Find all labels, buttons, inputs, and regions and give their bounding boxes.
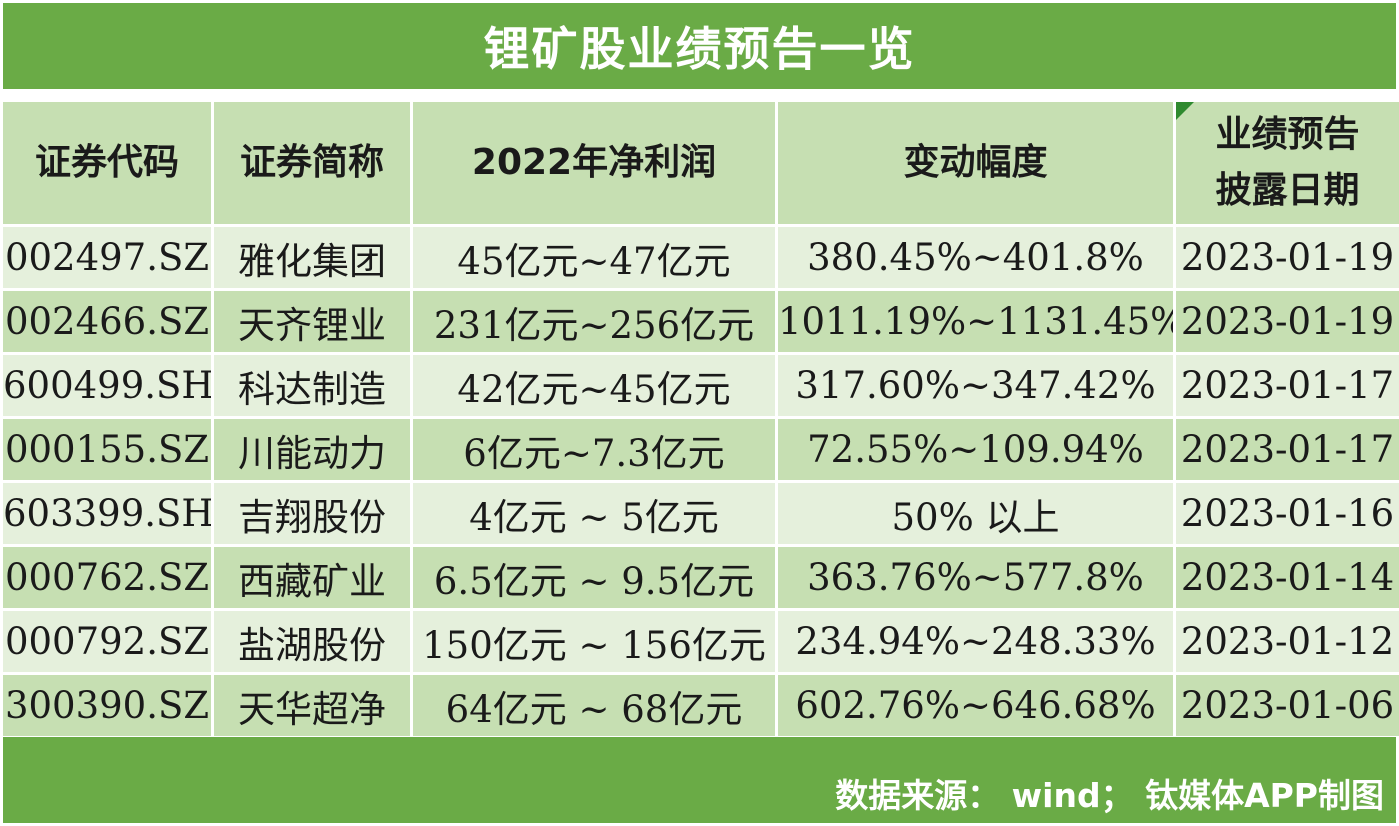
cell-profit: 150亿元 ~ 156亿元 [413, 611, 775, 672]
cell-date: 2023-01-19 [1176, 291, 1399, 352]
table-row: 600499.SH 科达制造 42亿元~45亿元 317.60%~347.42%… [3, 355, 1399, 416]
cell-code: 000762.SZ [3, 547, 211, 608]
cell-profit: 42亿元~45亿元 [413, 355, 775, 416]
cell-name: 川能动力 [214, 419, 410, 480]
header-profit: 2022年净利润 [413, 102, 775, 224]
cell-date: 2023-01-17 [1176, 419, 1399, 480]
cell-date: 2023-01-17 [1176, 355, 1399, 416]
cell-change: 50% 以上 [778, 483, 1173, 544]
cell-change: 380.45%~401.8% [778, 227, 1173, 288]
table-row: 000155.SZ 川能动力 6亿元~7.3亿元 72.55%~109.94% … [3, 419, 1399, 480]
cell-name: 雅化集团 [214, 227, 410, 288]
cell-name: 天齐锂业 [214, 291, 410, 352]
cell-profit: 64亿元 ~ 68亿元 [413, 675, 775, 736]
cell-profit: 6.5亿元 ~ 9.5亿元 [413, 547, 775, 608]
header-date: 业绩预告 披露日期 [1176, 102, 1399, 224]
table-row: 603399.SH 吉翔股份 4亿元 ~ 5亿元 50% 以上 2023-01-… [3, 483, 1399, 544]
cell-date: 2023-01-14 [1176, 547, 1399, 608]
cell-change: 72.55%~109.94% [778, 419, 1173, 480]
cell-name: 天华超净 [214, 675, 410, 736]
header-row: 证券代码 证券简称 2022年净利润 变动幅度 业绩预告 披露日期 [3, 102, 1399, 224]
cell-date: 2023-01-06 [1176, 675, 1399, 736]
corner-marker [1176, 102, 1194, 120]
cell-name: 吉翔股份 [214, 483, 410, 544]
cell-code: 600499.SH [3, 355, 211, 416]
cell-profit: 6亿元~7.3亿元 [413, 419, 775, 480]
page-title: 锂矿股业绩预告一览 [3, 3, 1396, 89]
cell-code: 603399.SH [3, 483, 211, 544]
cell-date: 2023-01-16 [1176, 483, 1399, 544]
cell-name: 西藏矿业 [214, 547, 410, 608]
table-row: 000762.SZ 西藏矿业 6.5亿元 ~ 9.5亿元 363.76%~577… [3, 547, 1399, 608]
table-row: 002466.SZ 天齐锂业 231亿元~256亿元 1011.19%~1131… [3, 291, 1399, 352]
header-date-line1: 业绩预告 [1215, 114, 1360, 155]
cell-code: 000155.SZ [3, 419, 211, 480]
table-row: 300390.SZ 天华超净 64亿元 ~ 68亿元 602.76%~646.6… [3, 675, 1399, 736]
cell-date: 2023-01-12 [1176, 611, 1399, 672]
cell-code: 000792.SZ [3, 611, 211, 672]
cell-profit: 231亿元~256亿元 [413, 291, 775, 352]
cell-change: 234.94%~248.33% [778, 611, 1173, 672]
table-row: 000792.SZ 盐湖股份 150亿元 ~ 156亿元 234.94%~248… [3, 611, 1399, 672]
cell-change: 363.76%~577.8% [778, 547, 1173, 608]
cell-profit: 45亿元~47亿元 [413, 227, 775, 288]
cell-code: 002497.SZ [3, 227, 211, 288]
forecast-table: 证券代码 证券简称 2022年净利润 变动幅度 业绩预告 披露日期 002497… [0, 99, 1399, 739]
header-date-line2: 披露日期 [1215, 170, 1360, 211]
header-change: 变动幅度 [778, 102, 1173, 224]
source-note: 数据来源： wind； 钛媒体APP制图 [835, 776, 1384, 815]
cell-change: 317.60%~347.42% [778, 355, 1173, 416]
cell-profit: 4亿元 ~ 5亿元 [413, 483, 775, 544]
cell-name: 盐湖股份 [214, 611, 410, 672]
cell-name: 科达制造 [214, 355, 410, 416]
table-row: 002497.SZ 雅化集团 45亿元~47亿元 380.45%~401.8% … [3, 227, 1399, 288]
cell-date: 2023-01-19 [1176, 227, 1399, 288]
cell-code: 002466.SZ [3, 291, 211, 352]
header-code: 证券代码 [3, 102, 211, 224]
cell-change: 602.76%~646.68% [778, 675, 1173, 736]
cell-change: 1011.19%~1131.45% [778, 291, 1173, 352]
footer-bar: 数据来源： wind； 钛媒体APP制图 [3, 737, 1396, 823]
header-name: 证券简称 [214, 102, 410, 224]
cell-code: 300390.SZ [3, 675, 211, 736]
